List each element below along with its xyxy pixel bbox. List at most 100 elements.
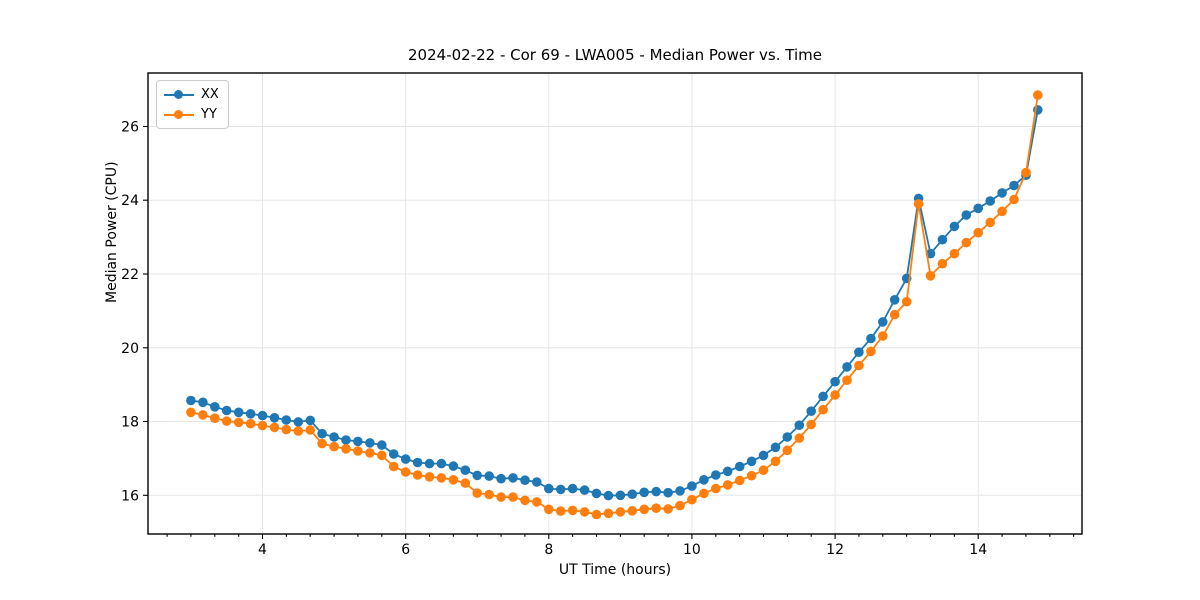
- data-point-marker: [985, 196, 995, 206]
- data-point-marker: [866, 346, 876, 357]
- data-point-marker: [281, 415, 292, 425]
- data-point-marker: [544, 483, 554, 494]
- data-point-marker: [388, 461, 399, 472]
- data-point-marker: [305, 425, 316, 435]
- data-point-marker: [782, 432, 793, 442]
- data-point-marker: [603, 490, 614, 501]
- data-point-marker: [377, 440, 387, 450]
- data-point-marker: [782, 445, 793, 456]
- data-point-marker: [770, 456, 781, 467]
- data-point-marker: [854, 347, 864, 358]
- data-point-marker: [233, 417, 244, 428]
- data-point-marker: [520, 495, 530, 506]
- data-point-marker: [245, 409, 256, 419]
- data-point-marker: [508, 492, 518, 502]
- data-point-marker: [949, 221, 960, 232]
- data-point-marker: [615, 507, 626, 517]
- data-point-marker: [591, 488, 602, 499]
- data-point-marker: [734, 461, 745, 472]
- data-point-marker: [722, 480, 733, 490]
- data-point-marker: [901, 296, 912, 307]
- x-tick-label: 8: [544, 542, 553, 558]
- legend-item-xx: XX: [164, 86, 219, 103]
- legend: XX YY: [156, 80, 229, 129]
- data-point-marker: [198, 410, 208, 420]
- x-axis-label: UT Time (hours): [558, 562, 672, 578]
- axis-ticks: [143, 125, 1075, 539]
- y-tick-label: 24: [121, 193, 139, 209]
- data-point-marker: [544, 504, 554, 515]
- series-xx: [186, 105, 1043, 501]
- data-point-marker: [830, 376, 840, 387]
- data-point-marker: [496, 473, 506, 484]
- data-point-marker: [961, 237, 972, 248]
- data-point-marker: [627, 506, 638, 516]
- data-point-marker: [567, 483, 578, 494]
- data-point-marker: [997, 188, 1007, 198]
- data-point-marker: [973, 227, 983, 238]
- data-point-marker: [388, 449, 399, 459]
- x-tick-label: 4: [258, 542, 267, 558]
- data-point-marker: [1021, 167, 1031, 178]
- data-point-marker: [269, 413, 280, 423]
- data-point-marker: [615, 490, 626, 501]
- data-point-marker: [186, 407, 196, 418]
- data-point-marker: [937, 258, 948, 269]
- data-point-marker: [818, 391, 828, 402]
- data-point-marker: [353, 446, 363, 456]
- data-point-marker: [424, 458, 435, 469]
- data-point-marker: [400, 454, 411, 464]
- data-point-marker: [758, 465, 769, 476]
- data-point-marker: [412, 457, 423, 468]
- data-point-marker: [353, 436, 363, 447]
- data-point-marker: [245, 418, 256, 429]
- data-point-marker: [448, 461, 459, 471]
- data-point-marker: [317, 438, 327, 449]
- data-point-marker: [221, 405, 232, 416]
- data-point-marker: [555, 506, 566, 516]
- data-point-marker: [770, 442, 781, 453]
- data-point-marker: [937, 234, 948, 245]
- plot-border: [147, 72, 1083, 535]
- data-point-marker: [532, 477, 542, 487]
- data-point-marker: [460, 465, 471, 476]
- data-point-marker: [532, 497, 542, 507]
- data-point-marker: [925, 271, 936, 281]
- data-point-marker: [567, 505, 578, 516]
- data-point-marker: [579, 507, 590, 517]
- data-point-marker: [734, 475, 745, 486]
- data-point-marker: [365, 448, 375, 458]
- data-point-marker: [997, 206, 1007, 217]
- data-point-marker: [472, 488, 483, 498]
- legend-label-xx: XX: [201, 87, 219, 102]
- tick-labels: 4 6 8 10 12 14 16 18 20 22 24 26: [121, 120, 987, 559]
- series-line: [190, 94, 1039, 516]
- legend-marker-xx-icon: [164, 89, 194, 100]
- data-point-marker: [794, 433, 805, 443]
- data-point-marker: [758, 450, 769, 461]
- y-tick-label: 16: [121, 488, 139, 504]
- data-point-marker: [639, 504, 649, 515]
- x-tick-label: 12: [826, 542, 844, 558]
- data-point-marker: [746, 456, 757, 467]
- y-tick-label: 18: [121, 415, 139, 431]
- data-point-marker: [484, 471, 495, 481]
- data-point-marker: [603, 508, 614, 519]
- data-point-marker: [711, 470, 721, 480]
- data-point-marker: [889, 309, 900, 320]
- data-point-marker: [627, 489, 638, 500]
- data-point-marker: [496, 492, 506, 502]
- data-point-marker: [794, 420, 805, 431]
- data-point-marker: [854, 360, 864, 371]
- data-point-marker: [400, 467, 411, 477]
- plot-title: 2024-02-22 - Cor 69 - LWA005 - Median Po…: [408, 46, 822, 64]
- data-point-marker: [377, 450, 387, 461]
- data-point-marker: [806, 419, 816, 430]
- data-point-marker: [269, 422, 280, 433]
- data-point-marker: [675, 486, 685, 496]
- data-point-marker: [293, 417, 304, 427]
- x-tick-label: 10: [683, 542, 701, 558]
- data-point-marker: [460, 478, 471, 488]
